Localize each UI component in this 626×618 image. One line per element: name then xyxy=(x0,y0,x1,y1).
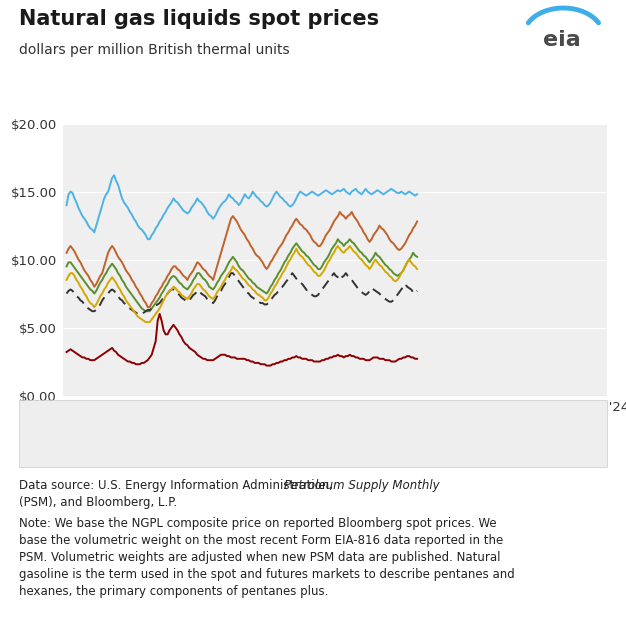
Text: Data source: U.S. Energy Information Administration,: Data source: U.S. Energy Information Adm… xyxy=(19,479,337,492)
Text: (PSM), and Bloomberg, L.P.: (PSM), and Bloomberg, L.P. xyxy=(19,496,177,509)
Text: Natural gas liquids spot prices: Natural gas liquids spot prices xyxy=(19,9,379,29)
Text: Note: We base the NGPL composite price on reported Bloomberg spot prices. We
bas: Note: We base the NGPL composite price o… xyxy=(19,517,515,598)
Text: NGPL Composite: NGPL Composite xyxy=(419,408,524,422)
Text: dollars per million British thermal units: dollars per million British thermal unit… xyxy=(19,43,289,57)
Text: Propane: Propane xyxy=(59,446,110,459)
Text: Petroleum Supply Monthly: Petroleum Supply Monthly xyxy=(284,479,439,492)
Text: Butane: Butane xyxy=(310,408,354,422)
Text: Isobutane: Isobutane xyxy=(194,408,256,422)
Text: eia: eia xyxy=(543,30,580,50)
Text: Natural Gasoline: Natural Gasoline xyxy=(59,408,164,422)
Text: Ethane: Ethane xyxy=(163,446,207,459)
